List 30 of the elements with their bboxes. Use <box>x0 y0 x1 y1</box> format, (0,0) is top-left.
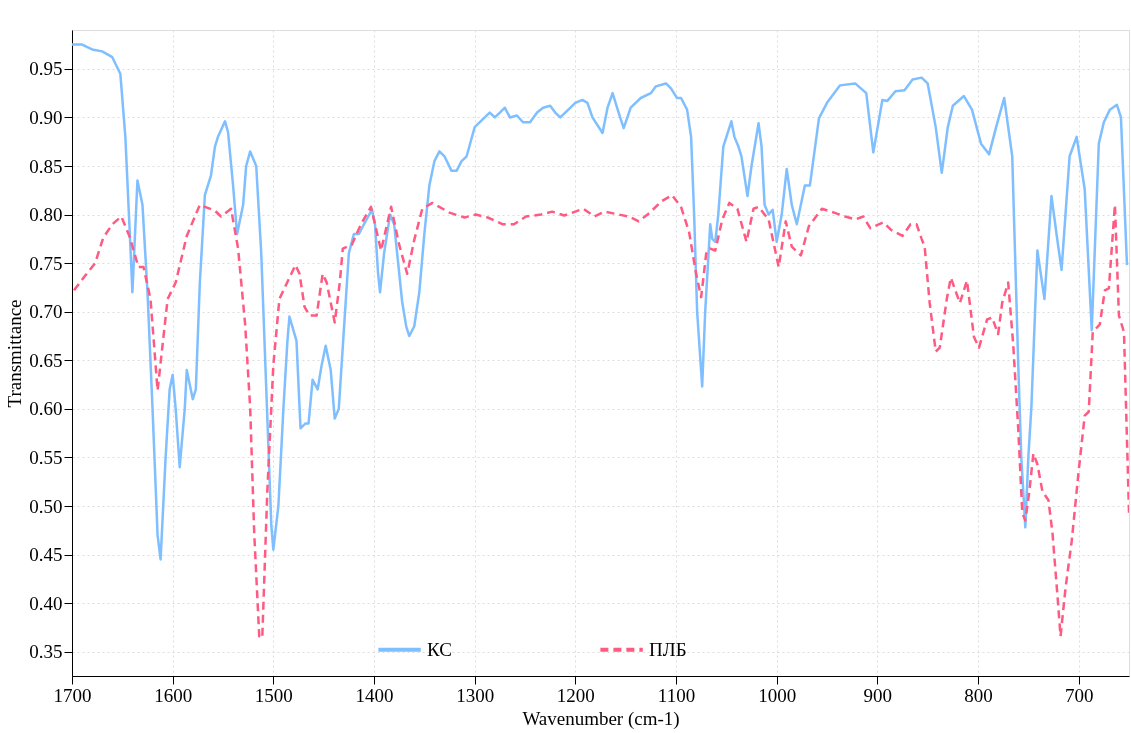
y-tick-label: 0.95 <box>29 58 63 80</box>
y-tick-label: 0.70 <box>29 301 63 323</box>
y-tick-label: 0.80 <box>29 204 63 226</box>
y-tick-label: 0.60 <box>29 398 63 420</box>
y-tick-label: 0.35 <box>29 641 63 663</box>
x-tick-label: 1500 <box>254 684 293 706</box>
y-tick-label: 0.40 <box>29 592 63 614</box>
legend-label: ПЛБ <box>649 638 687 660</box>
y-tick-label: 0.75 <box>29 252 63 274</box>
x-tick-label: 900 <box>863 684 893 706</box>
x-tick-label: 1300 <box>456 684 495 706</box>
x-tick-label: 1000 <box>758 684 797 706</box>
line-series <box>72 193 1129 640</box>
legend-label: КС <box>427 638 452 660</box>
x-tick-label: 1700 <box>53 684 92 706</box>
y-tick-label: 0.45 <box>29 544 63 566</box>
y-tick-label: 0.85 <box>29 155 63 177</box>
y-tick-label: 0.90 <box>29 106 63 128</box>
x-tick-label: 1200 <box>556 684 595 706</box>
x-axis-title: Wavenumber (cm-1) <box>522 707 680 730</box>
x-tick-label: 1100 <box>657 684 696 706</box>
x-tick-label: 1400 <box>355 684 394 706</box>
line-series <box>72 43 1129 561</box>
x-tick-label: 1600 <box>154 684 193 706</box>
x-tick-label: 800 <box>964 684 993 706</box>
y-axis-title: Transmittance <box>4 299 26 408</box>
y-tick-label: 0.55 <box>29 446 63 468</box>
y-tick-label: 0.65 <box>29 349 63 371</box>
y-tick-label: 0.50 <box>29 495 63 517</box>
x-tick-label: 700 <box>1064 684 1094 706</box>
